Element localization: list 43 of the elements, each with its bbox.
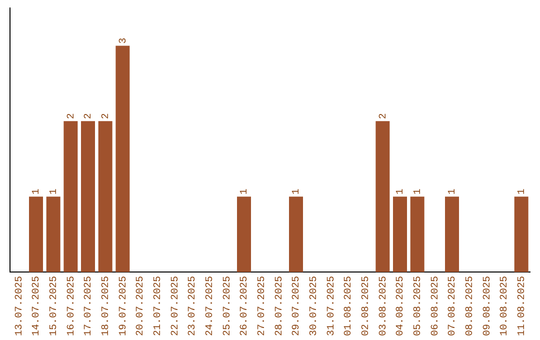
x-tick-label: 19.07.2025	[118, 276, 130, 336]
x-tick-label: 13.07.2025	[14, 276, 26, 336]
x-tick-label: 11.08.2025	[516, 276, 528, 336]
x-tick-label: 29.07.2025	[292, 276, 303, 336]
data-label: 1	[396, 188, 407, 195]
x-tick-label: 16.07.2025	[66, 276, 78, 336]
x-tick-label: 05.08.2025	[412, 276, 424, 336]
data-label: 1	[32, 188, 43, 195]
x-tick-label: 20.07.2025	[136, 276, 147, 336]
x-tick-label: 26.07.2025	[240, 276, 251, 336]
data-label: 3	[118, 38, 130, 44]
x-tick-label: 21.07.2025	[152, 276, 164, 336]
x-tick-label: 17.07.2025	[84, 276, 95, 336]
x-tick-label: 28.07.2025	[274, 276, 286, 336]
data-label: 1	[292, 188, 303, 195]
x-tick-label: 23.07.2025	[188, 276, 199, 336]
data-label: 1	[412, 188, 424, 195]
x-tick-label: 01.08.2025	[344, 276, 355, 336]
x-tick-label: 02.08.2025	[360, 276, 372, 336]
x-tick-label: 14.07.2025	[32, 276, 43, 336]
x-tick-label: 22.07.2025	[170, 276, 182, 336]
x-tick-label: 15.07.2025	[48, 276, 60, 336]
x-tick-label: 27.07.2025	[256, 276, 268, 336]
x-tick-label: 09.08.2025	[482, 276, 494, 336]
x-tick-label: 03.08.2025	[378, 276, 390, 336]
x-tick-label: 30.07.2025	[308, 276, 320, 336]
data-label: 1	[448, 188, 459, 195]
x-tick-label: 04.08.2025	[396, 276, 407, 336]
data-label: 2	[84, 113, 95, 120]
data-label: 2	[100, 113, 112, 120]
data-label: 2	[66, 113, 78, 120]
data-label: 1	[516, 188, 528, 195]
x-tick-label: 08.08.2025	[464, 276, 476, 336]
x-tick-label: 06.08.2025	[430, 276, 442, 336]
x-tick-label: 24.07.2025	[204, 276, 216, 336]
x-tick-label: 07.08.2025	[448, 276, 459, 336]
data-label: 2	[378, 113, 390, 120]
x-tick-label: 10.08.2025	[500, 276, 511, 336]
x-tick-label: 25.07.2025	[222, 276, 234, 336]
x-tick-label: 18.07.2025	[100, 276, 112, 336]
x-tick-label: 31.07.2025	[326, 276, 338, 336]
data-label: 1	[48, 188, 60, 195]
data-label: 1	[240, 188, 251, 195]
